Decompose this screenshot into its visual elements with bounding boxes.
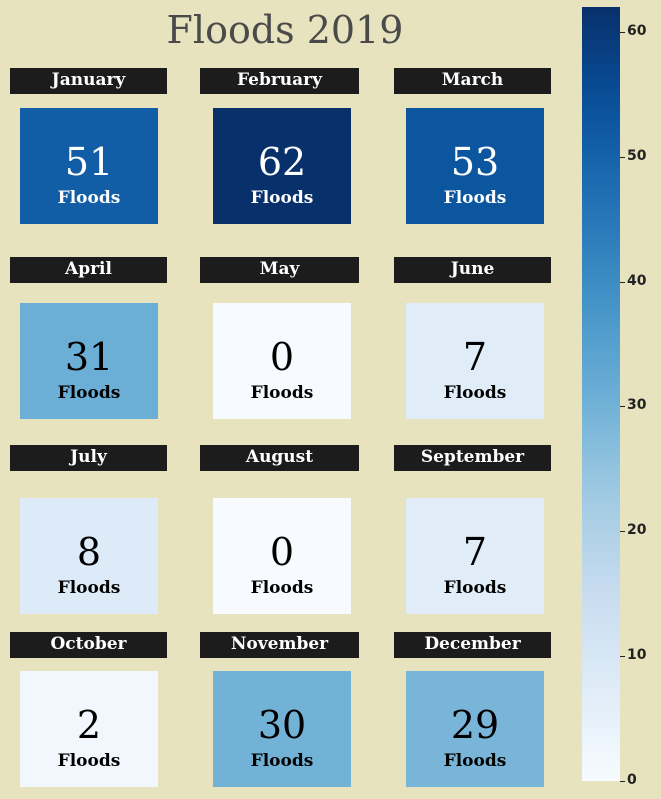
flood-count: 62 xyxy=(257,140,307,184)
month-header: December xyxy=(394,632,551,658)
flood-count: 31 xyxy=(64,335,114,379)
month-tile: 0 Floods xyxy=(213,303,351,419)
flood-unit-label: Floods xyxy=(57,383,121,403)
flood-unit-label: Floods xyxy=(57,578,121,598)
colorbar-tick xyxy=(620,31,625,33)
month-tile: 30 Floods xyxy=(213,671,351,787)
flood-count: 2 xyxy=(76,703,102,747)
flood-unit-label: Floods xyxy=(443,188,507,208)
colorbar-tick-label: 20 xyxy=(627,522,647,539)
flood-count: 0 xyxy=(269,335,295,379)
colorbar-tick-label: 0 xyxy=(627,772,637,788)
colorbar-tick xyxy=(620,281,625,283)
month-tile: 31 Floods xyxy=(20,303,158,419)
flood-count: 8 xyxy=(76,530,102,574)
colorbar-tick-label: 60 xyxy=(627,22,647,39)
month-header: August xyxy=(200,445,359,471)
colorbar-tick xyxy=(620,531,625,533)
flood-unit-label: Floods xyxy=(250,383,314,403)
flood-count: 30 xyxy=(257,703,307,747)
flood-unit-label: Floods xyxy=(57,188,121,208)
month-header: January xyxy=(10,68,167,94)
colorbar-tick-label: 50 xyxy=(627,147,647,164)
month-tile: 7 Floods xyxy=(406,498,544,614)
flood-unit-label: Floods xyxy=(250,751,314,771)
month-tile: 0 Floods xyxy=(213,498,351,614)
colorbar-tick-label: 30 xyxy=(627,397,647,414)
flood-unit-label: Floods xyxy=(443,383,507,403)
colorbar xyxy=(582,7,620,781)
colorbar-tick-label: 10 xyxy=(627,647,647,664)
month-tile: 62 Floods xyxy=(213,108,351,224)
colorbar-tick xyxy=(620,781,625,782)
month-header: September xyxy=(394,445,551,471)
month-header: February xyxy=(200,68,359,94)
flood-count: 7 xyxy=(462,335,488,379)
flood-count: 0 xyxy=(269,530,295,574)
month-tile: 29 Floods xyxy=(406,671,544,787)
colorbar-tick xyxy=(620,406,625,408)
month-header: October xyxy=(10,632,167,658)
flood-unit-label: Floods xyxy=(57,751,121,771)
month-tile: 2 Floods xyxy=(20,671,158,787)
flood-count: 29 xyxy=(450,703,500,747)
flood-unit-label: Floods xyxy=(250,188,314,208)
flood-unit-label: Floods xyxy=(250,578,314,598)
flood-unit-label: Floods xyxy=(443,578,507,598)
month-tile: 53 Floods xyxy=(406,108,544,224)
month-tile: 7 Floods xyxy=(406,303,544,419)
colorbar-tick xyxy=(620,656,625,658)
flood-count: 53 xyxy=(450,140,500,184)
month-tile: 51 Floods xyxy=(20,108,158,224)
month-header: April xyxy=(10,257,167,283)
flood-count: 7 xyxy=(462,530,488,574)
colorbar-tick xyxy=(620,156,625,158)
colorbar-tick-label: 40 xyxy=(627,272,647,289)
flood-unit-label: Floods xyxy=(443,751,507,771)
month-tile: 8 Floods xyxy=(20,498,158,614)
month-header: November xyxy=(200,632,359,658)
chart-title: Floods 2019 xyxy=(166,8,404,52)
month-header: May xyxy=(200,257,359,283)
flood-count: 51 xyxy=(64,140,114,184)
month-header: March xyxy=(394,68,551,94)
month-header: June xyxy=(394,257,551,283)
month-header: July xyxy=(10,445,167,471)
